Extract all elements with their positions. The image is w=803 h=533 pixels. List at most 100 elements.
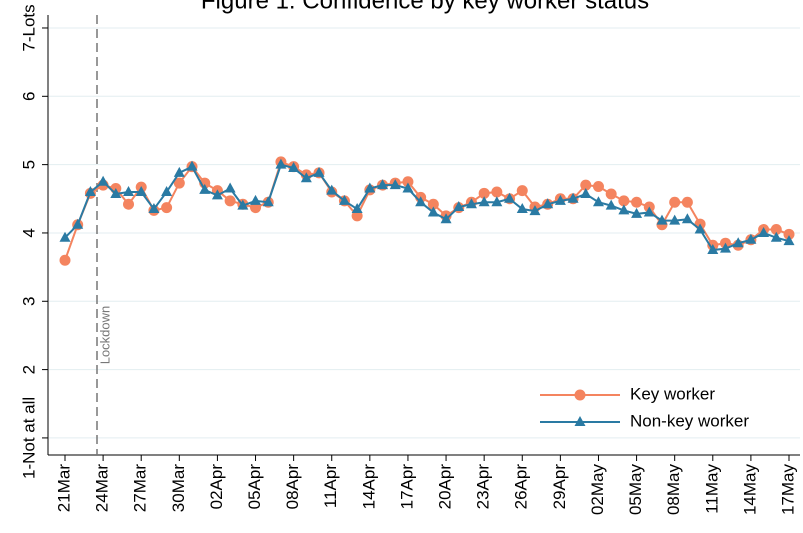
legend-label: Key worker [630,384,715,403]
marker [326,184,338,195]
marker [504,192,516,203]
marker [694,223,706,234]
marker [631,207,643,218]
marker [262,196,274,207]
marker [275,158,287,169]
marker [161,185,173,196]
x-tick-label: 11Apr [321,464,340,508]
marker [199,183,211,194]
marker [237,199,249,210]
marker [123,185,135,196]
marker [529,205,541,216]
x-tick-label: 11May [702,464,721,514]
marker [745,233,757,244]
marker [783,235,795,246]
marker [580,179,592,191]
marker [250,202,262,214]
x-tick-label: 30Mar [169,464,188,513]
marker [211,189,223,200]
x-tick-label: 17May [778,464,797,516]
y-tick-label: 3 [19,297,38,306]
marker [224,195,236,207]
y-tick-label: 2 [19,365,38,374]
marker [300,172,312,183]
y-tick-label: 6 [19,92,38,101]
marker [72,218,84,229]
y-tick-label: 5 [19,160,38,169]
marker [592,180,604,192]
marker [351,203,363,214]
marker [567,192,579,203]
marker [605,199,617,210]
x-tick-label: 17Apr [397,464,416,510]
x-tick-label: 20Apr [436,464,455,510]
marker [643,206,655,217]
marker [415,196,427,207]
marker [148,203,160,214]
y-tick-label: 4 [19,228,38,237]
marker [491,186,503,198]
marker [135,185,147,196]
marker [580,188,592,199]
x-tick-label: 02May [588,464,607,516]
marker [656,214,668,225]
annotation: Lockdown [97,306,112,365]
x-tick-label: 14May [740,464,759,516]
marker [542,198,554,209]
marker [250,194,262,205]
marker [59,231,71,242]
x-tick-label: 14Apr [359,464,378,510]
marker [224,182,236,193]
marker [427,198,439,210]
marker [173,166,185,177]
x-tick-label: 29Apr [550,464,569,510]
marker [364,182,376,193]
marker [669,196,681,208]
marker [478,187,490,199]
marker [770,231,782,242]
marker [186,160,198,171]
marker [618,195,630,207]
x-tick-label: 24Mar [93,464,112,513]
series-line [64,160,790,261]
marker [453,200,465,211]
x-tick-label: 02Apr [207,464,226,510]
marker [719,242,731,253]
marker [707,244,719,255]
marker [173,177,185,189]
marker [574,389,586,401]
marker [516,203,528,214]
x-tick-label: 05May [626,464,645,516]
marker [465,198,477,209]
marker [516,185,528,197]
y-tick-label: 1-Not at all [19,397,38,479]
chart-title: Figure 1: Confidence by key worker statu… [201,0,649,14]
marker [161,202,173,214]
marker [618,204,630,215]
marker [402,176,414,188]
marker [732,237,744,248]
marker [669,214,681,225]
x-tick-label: 05Apr [245,464,264,510]
marker [427,206,439,217]
marker [84,185,96,196]
marker [491,196,503,207]
x-tick-label: 08May [664,464,683,516]
marker [59,254,71,266]
marker [758,226,770,237]
x-tick-label: 23Apr [474,464,493,510]
marker [123,198,135,210]
marker [681,196,693,208]
legend-label: Non-key worker [630,411,749,430]
x-tick-label: 08Apr [283,464,302,510]
marker [288,162,300,173]
y-tick-label: 7-Lots [19,4,38,51]
marker [97,175,109,186]
x-tick-label: 21Mar [54,464,73,513]
marker [770,224,782,236]
marker [681,213,693,224]
marker [783,228,795,240]
marker [377,179,389,190]
marker [389,179,401,190]
marker [402,182,414,193]
